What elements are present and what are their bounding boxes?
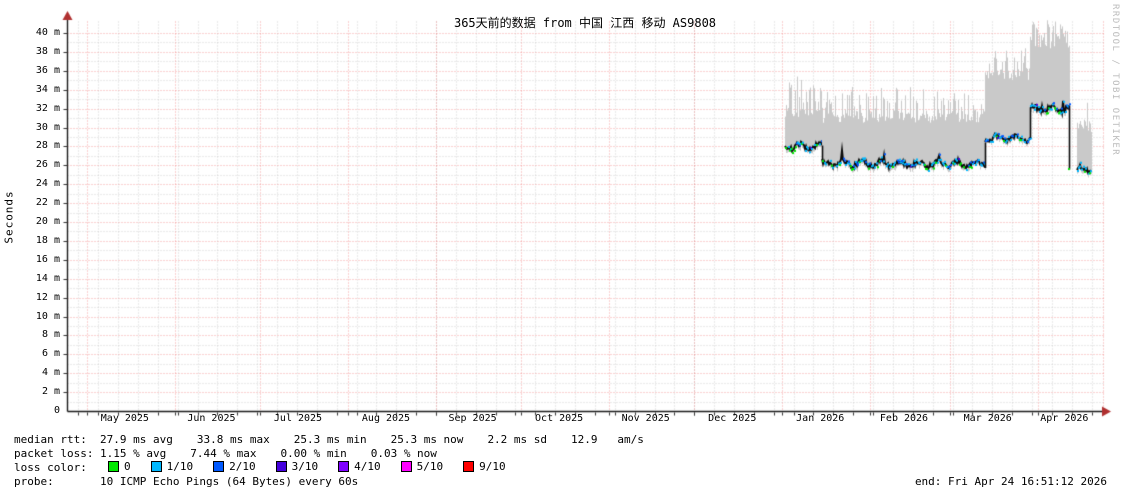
y-tick-label: 20 m bbox=[35, 216, 60, 227]
loss-color-item-label: 3/10 bbox=[291, 459, 319, 473]
median-rtt-now: 25.3 ms now bbox=[390, 433, 464, 446]
loss-color-swatch bbox=[275, 461, 287, 473]
y-tick-label: 8 m bbox=[41, 329, 60, 341]
x-tick-label: Jun 2025 bbox=[187, 413, 236, 424]
graph-footer: median rtt: 27.9 ms avg 33.8 ms max 25.3… bbox=[14, 433, 1107, 489]
loss-color-item-label: 2/10 bbox=[229, 459, 256, 473]
loss-color-item: 4/10 bbox=[338, 460, 381, 474]
y-tick-label: 36 m bbox=[35, 64, 60, 76]
median-rtt-row: median rtt: 27.9 ms avg 33.8 ms max 25.3… bbox=[14, 433, 1107, 447]
loss-color-swatch bbox=[463, 461, 475, 473]
loss-color-item: 9/10 bbox=[463, 460, 506, 474]
loss-color-item: 5/10 bbox=[400, 459, 444, 474]
median-rtt-sd: 2.2 ms sd bbox=[487, 433, 548, 446]
y-tick-label: 32 m bbox=[35, 102, 60, 114]
loss-color-swatch bbox=[213, 461, 225, 473]
loss-color-item-label: 5/10 bbox=[416, 459, 444, 473]
loss-color-item: 3/10 bbox=[275, 459, 319, 474]
loss-color-item: 2/10 bbox=[213, 460, 256, 474]
median-rtt-max: 33.8 ms max bbox=[196, 433, 270, 446]
loss-color-item: 1/10 bbox=[150, 459, 194, 474]
y-tick-label: 40 m bbox=[35, 27, 60, 38]
x-tick-label: Oct 2025 bbox=[535, 413, 584, 424]
packet-loss-avg: 1.15 % avg bbox=[100, 447, 167, 460]
loss-color-item: 0 bbox=[108, 460, 131, 474]
y-tick-label: 0 bbox=[53, 405, 60, 416]
y-tick-label: 2 m bbox=[41, 386, 60, 398]
loss-color-row: loss color: 0 1/10 2/10 3/10 4/10 5/10 9/10 bbox=[14, 460, 1107, 477]
chart-title: 365天前的数据 from 中国 江西 移动 AS9808 bbox=[453, 16, 717, 30]
packet-loss-row: packet loss: 1.15 % avg 7.44 % max 0.00 … bbox=[14, 447, 1107, 461]
x-tick-label: Feb 2026 bbox=[879, 413, 929, 424]
smokeping-graph: 365天前的数据 from 中国 江西 移动 AS9808 Seconds 40… bbox=[0, 0, 1121, 431]
y-tick-label: 34 m bbox=[35, 83, 60, 95]
probe-row: probe: 10 ICMP Echo Pings (64 Bytes) eve… bbox=[14, 475, 1107, 489]
loss-color-swatch bbox=[400, 461, 412, 473]
loss-color-swatch bbox=[150, 461, 162, 473]
packet-loss-now: 0.03 % now bbox=[370, 447, 437, 460]
end-timestamp: end: Fri Apr 24 16:51:12 2026 bbox=[914, 475, 1107, 488]
x-tick-label: Mar 2026 bbox=[963, 413, 1012, 424]
x-tick-label: Jul 2025 bbox=[273, 413, 323, 424]
loss-color-legend: 0 1/10 2/10 3/10 4/10 5/10 9/10 bbox=[108, 460, 526, 477]
x-tick-label: Jan 2026 bbox=[796, 413, 845, 424]
y-tick-label: 6 m bbox=[41, 348, 60, 360]
median-rtt-extra: 12.9 am/s bbox=[571, 433, 644, 446]
packet-loss-label: packet loss: bbox=[14, 447, 94, 460]
loss-color-item-label: 1/10 bbox=[166, 459, 194, 473]
rrdtool-watermark: RRDTOOL / TOBI OETIKER bbox=[1110, 4, 1120, 157]
packet-loss-min: 0.00 % min bbox=[280, 447, 347, 460]
y-tick-label: 12 m bbox=[35, 291, 60, 303]
loss-color-label: loss color: bbox=[14, 461, 87, 474]
probe-value: 10 ICMP Echo Pings (64 Bytes) every 60s bbox=[100, 475, 359, 488]
y-tick-label: 22 m bbox=[35, 197, 60, 209]
y-tick-label: 4 m bbox=[41, 367, 60, 379]
x-tick-label: May 2025 bbox=[100, 413, 149, 424]
x-tick-label: Sep 2025 bbox=[448, 413, 497, 424]
y-tick-label: 14 m bbox=[35, 272, 60, 284]
median-rtt-avg: 27.9 ms avg bbox=[100, 433, 173, 446]
loss-color-item-label: 4/10 bbox=[354, 459, 381, 473]
y-tick-label: 38 m bbox=[35, 45, 60, 57]
loss-color-item-label: 0 bbox=[124, 459, 131, 473]
x-tick-label: Apr 2026 bbox=[1040, 413, 1089, 424]
x-tick-label: Aug 2025 bbox=[361, 413, 411, 424]
loss-color-swatch bbox=[338, 461, 350, 473]
y-tick-label: 26 m bbox=[35, 159, 60, 171]
y-tick-label: 16 m bbox=[35, 253, 60, 265]
x-tick-label: Dec 2025 bbox=[708, 413, 757, 424]
y-tick-label: 18 m bbox=[35, 234, 60, 246]
y-tick-label: 30 m bbox=[35, 121, 60, 133]
probe-label: probe: bbox=[14, 475, 54, 488]
y-tick-label: 28 m bbox=[35, 140, 60, 152]
x-tick-label: Nov 2025 bbox=[621, 413, 670, 424]
loss-color-swatch bbox=[108, 461, 119, 473]
median-rtt-min: 25.3 ms min bbox=[293, 433, 367, 446]
y-tick-label: 10 m bbox=[35, 310, 60, 322]
loss-color-item-label: 9/10 bbox=[479, 459, 506, 473]
latency-chart-canvas bbox=[0, 0, 1121, 431]
packet-loss-max: 7.44 % max bbox=[190, 447, 257, 460]
y-tick-label: 24 m bbox=[35, 178, 60, 190]
median-rtt-label: median rtt: bbox=[14, 433, 87, 446]
